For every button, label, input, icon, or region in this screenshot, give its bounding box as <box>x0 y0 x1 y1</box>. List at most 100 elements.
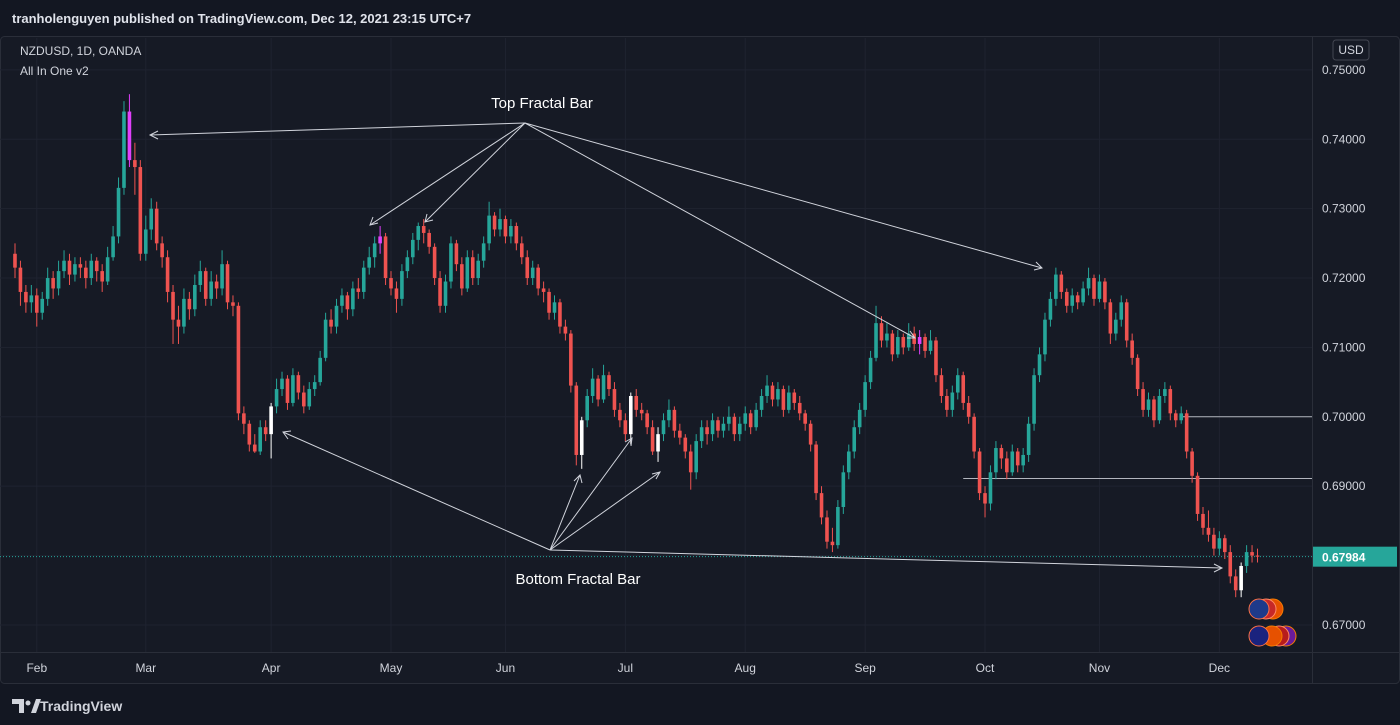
candle-body <box>78 264 83 268</box>
candle-body <box>198 271 203 285</box>
candle-body <box>487 215 491 244</box>
candle-body <box>623 420 628 435</box>
event-icon <box>1248 598 1270 620</box>
candle-body <box>825 517 829 542</box>
y-tick-label: 0.69000 <box>1322 479 1366 493</box>
event-icon <box>1248 625 1270 647</box>
candle-body <box>182 298 186 327</box>
candle-body <box>732 416 737 435</box>
candle-body <box>209 281 213 299</box>
candle-body <box>759 395 764 410</box>
candle-body <box>236 305 241 414</box>
candle-body <box>514 226 519 244</box>
candle-body <box>1059 274 1064 292</box>
candle-body <box>814 444 818 494</box>
candle-body <box>498 219 502 230</box>
candle-body <box>307 389 312 407</box>
candle-body <box>705 427 709 435</box>
candle-body <box>476 260 481 279</box>
candle-body <box>1239 565 1243 591</box>
candle-body <box>361 267 366 292</box>
annotations <box>148 122 1224 573</box>
candle-body <box>503 219 508 237</box>
candle-body <box>961 375 966 403</box>
candle-body <box>1021 454 1025 466</box>
candle-body <box>841 472 846 507</box>
candle-body <box>296 375 301 393</box>
candle-body <box>1141 389 1145 410</box>
candle-body <box>67 260 72 275</box>
candle-body <box>416 226 421 240</box>
candle-body <box>263 427 268 435</box>
candle-body <box>111 236 115 258</box>
candle-body <box>1070 295 1075 306</box>
candle-body <box>291 375 295 403</box>
candle-body <box>122 111 126 188</box>
candle-body <box>1206 527 1211 535</box>
candle-body <box>45 278 50 299</box>
currency-box <box>1332 39 1370 61</box>
candle-body <box>999 448 1004 459</box>
candle-body <box>1010 451 1015 473</box>
candle-body <box>51 278 55 289</box>
candle-body <box>1043 319 1047 355</box>
candle-body <box>274 389 279 407</box>
candle-body <box>552 302 557 313</box>
annotation-text: Bottom Fractal Bar <box>515 571 640 588</box>
candle-body <box>906 333 911 348</box>
candle-body <box>601 375 606 400</box>
candle-body <box>520 243 524 258</box>
arrow-head <box>369 216 379 226</box>
x-tick-label: Sep <box>854 661 876 675</box>
candle-body <box>950 392 955 410</box>
arrow-line <box>149 122 526 136</box>
candle-body <box>836 506 840 546</box>
candle-body <box>977 451 982 494</box>
candle-body <box>1173 413 1178 421</box>
candle-body <box>650 427 655 452</box>
y-tick-label: 0.74000 <box>1322 132 1366 146</box>
candle-body <box>1048 298 1053 320</box>
candle-body <box>1195 475 1200 514</box>
candle-body <box>945 395 949 410</box>
currency-label: USD <box>1338 43 1364 57</box>
candle-body <box>754 409 758 428</box>
candle-body <box>699 427 704 442</box>
candle-body <box>340 295 344 306</box>
candle-body <box>214 281 219 289</box>
candle-body <box>901 337 906 348</box>
candle-body <box>252 444 257 452</box>
candle-body <box>138 167 143 254</box>
last-price-label: 0.67984 <box>1322 551 1366 565</box>
candle-body <box>678 430 682 438</box>
candle-body <box>1163 389 1167 396</box>
candle-body <box>808 423 813 445</box>
candle-body <box>983 493 987 504</box>
candle-body <box>688 451 693 473</box>
candle-body <box>1124 302 1129 341</box>
y-tick-label: 0.71000 <box>1322 340 1366 354</box>
candle-body <box>868 357 873 383</box>
candle-body <box>525 257 530 279</box>
candle-body <box>149 208 154 230</box>
candle-body <box>1190 451 1194 476</box>
candle-body <box>154 208 159 244</box>
candle-body <box>1244 552 1249 566</box>
arrow-line <box>549 437 633 551</box>
candle-body <box>1152 399 1156 421</box>
candle-body <box>302 392 306 407</box>
candle-body <box>934 340 938 376</box>
candle-body <box>100 271 104 282</box>
candle-body <box>628 395 633 435</box>
candle-body <box>563 326 568 334</box>
candle-body <box>1054 274 1058 299</box>
candle-body <box>334 305 339 327</box>
candle-body <box>1212 534 1216 549</box>
candle-body <box>470 257 475 279</box>
candle-body <box>896 337 900 355</box>
candle-body <box>1135 357 1140 390</box>
candle-body <box>1064 291 1069 306</box>
candle-body <box>89 260 94 279</box>
candle-body <box>421 226 426 233</box>
candles <box>13 94 1260 598</box>
